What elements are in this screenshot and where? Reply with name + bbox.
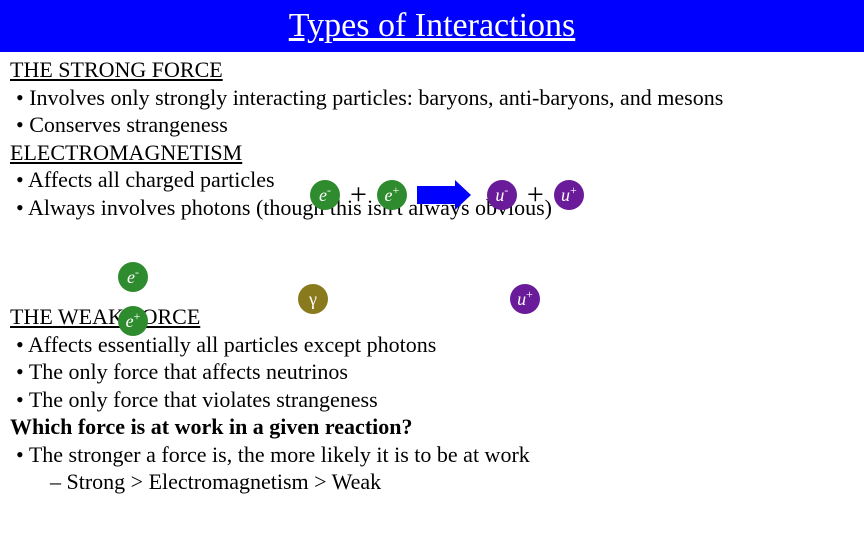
particle-u-plus: u+ xyxy=(554,180,584,210)
diagram-e-minus: e- xyxy=(118,262,148,292)
particle-sup: - xyxy=(327,183,331,198)
weak-bullet-3: The only force that violates strangeness xyxy=(16,386,854,414)
strong-bullet-2: Conserves strangeness xyxy=(16,111,854,139)
strong-heading: THE STRONG FORCE xyxy=(10,56,223,84)
particle-sup: + xyxy=(134,309,141,324)
diagram-u-plus: u+ xyxy=(510,284,540,314)
plus-sign: + xyxy=(527,178,544,212)
particle-sup: - xyxy=(504,183,508,198)
diagram-e-plus: e+ xyxy=(118,306,148,336)
particle-label: u xyxy=(561,185,570,206)
weak-bullet-2: The only force that affects neutrinos xyxy=(16,358,854,386)
particle-e-plus: e+ xyxy=(377,180,407,210)
particle-e-minus: e- xyxy=(310,180,340,210)
particle-label: u xyxy=(495,185,504,206)
feynman-diagram: e- e+ γ u+ xyxy=(110,262,560,342)
title-bar: Types of Interactions xyxy=(0,0,864,52)
reaction-arrow-icon xyxy=(417,186,457,204)
strong-bullet-1: Involves only strongly interacting parti… xyxy=(16,84,854,112)
diagram-gamma: γ xyxy=(298,284,328,314)
page-title: Types of Interactions xyxy=(289,7,576,45)
plus-sign: + xyxy=(350,178,367,212)
reaction-equation: e- + e+ u- + u+ xyxy=(310,178,584,212)
particle-label: u xyxy=(517,289,526,310)
particle-u-minus: u- xyxy=(487,180,517,210)
question-bullet-1: The stronger a force is, the more likely… xyxy=(16,441,854,469)
particle-label: γ xyxy=(309,289,317,310)
em-heading: ELECTROMAGNETISM xyxy=(10,139,242,167)
particle-label: e xyxy=(126,311,134,332)
particle-label: e xyxy=(319,185,327,206)
particle-sup: + xyxy=(570,183,577,198)
particle-label: e xyxy=(385,185,393,206)
question-heading: Which force is at work in a given reacti… xyxy=(10,413,854,441)
particle-sup: + xyxy=(393,183,400,198)
particle-label: e xyxy=(127,267,135,288)
question-sub: Strong > Electromagnetism > Weak xyxy=(50,468,854,496)
particle-sup: + xyxy=(526,287,533,302)
particle-sup: - xyxy=(135,265,139,280)
